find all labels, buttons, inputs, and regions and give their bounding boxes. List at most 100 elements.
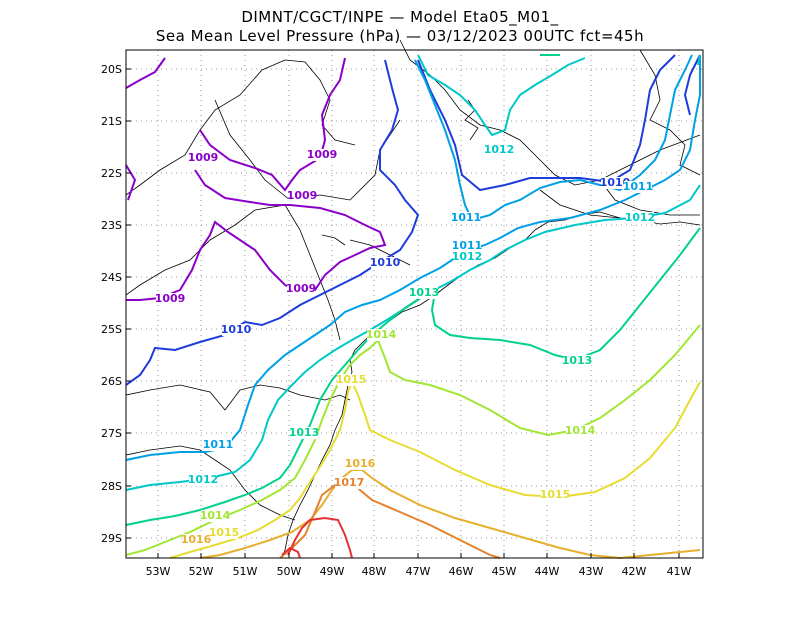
lon-tick-label: 46W: [449, 565, 474, 578]
isobar-1010: [417, 54, 676, 192]
isobar-label-bg: [210, 527, 238, 539]
isobar-label-bg: [337, 374, 365, 386]
isobar-label-1015: 1015: [209, 526, 240, 539]
isobar-label-1010: 1010: [600, 176, 631, 189]
map-title-line-1: DIMNT/CGCT/INPE — Model Eta05_M01_: [241, 8, 559, 26]
isobar-label-bg: [452, 212, 480, 224]
isobar-label-1011: 1011: [203, 438, 234, 451]
isobar-label-1014: 1014: [366, 328, 397, 341]
isobar-label-bg: [287, 283, 315, 295]
isobar-label-bg: [201, 510, 229, 522]
isobar-label-bg: [601, 177, 629, 189]
isobar-1009: [125, 57, 166, 89]
isobar-label-1010: 1010: [221, 323, 252, 336]
isobar-1010: [683, 54, 701, 116]
lon-tick-label: 52W: [189, 565, 214, 578]
isobar-1011: [414, 54, 693, 222]
lon-tick-label: 50W: [277, 565, 302, 578]
isobar-label-bg: [541, 489, 569, 501]
lat-tick-label: 26S: [101, 375, 122, 388]
isobar-1012: [697, 54, 701, 66]
isobar-label-bg: [290, 427, 318, 439]
isobar-label-bg: [335, 477, 363, 489]
lon-tick-label: 51W: [233, 565, 258, 578]
lon-tick-label: 53W: [146, 565, 171, 578]
lat-tick-label: 20S: [101, 63, 122, 76]
isobar-label-1014: 1014: [565, 424, 596, 437]
isobar-label-1015: 1015: [540, 488, 571, 501]
isobar-1015: [169, 379, 701, 559]
isobar-label-bg: [204, 439, 232, 451]
isobar-label-1013: 1013: [562, 354, 593, 367]
isobar-label-1012: 1012: [452, 250, 483, 263]
lat-tick-label: 22S: [101, 167, 122, 180]
isobar-label-bg: [453, 240, 481, 252]
isobar-label-bg: [410, 287, 438, 299]
isobar-1012: [125, 184, 701, 491]
isobar-label-bg: [371, 257, 399, 269]
isobar-label-1009: 1009: [287, 189, 318, 202]
isobar-label-bg: [182, 534, 210, 546]
isobar-label-1013: 1013: [289, 426, 320, 439]
isobar-1009: [199, 57, 346, 192]
isobar-label-1009: 1009: [188, 151, 219, 164]
lon-tick-label: 48W: [362, 565, 387, 578]
isobar-label-bg: [222, 324, 250, 336]
isobar-label-bg: [485, 144, 513, 156]
map-title-line-2: Sea Mean Level Pressure (hPa) — 03/12/20…: [155, 27, 645, 45]
map-frame: [125, 49, 704, 559]
lat-tick-label: 27S: [101, 427, 122, 440]
isobar-label-1011: 1011: [623, 180, 654, 193]
isobar-1010: [125, 59, 420, 386]
isobar-label-bg: [346, 458, 374, 470]
isobar-label-1017: 1017: [334, 476, 365, 489]
isobar-1018: [287, 516, 353, 559]
lat-tick-label: 28S: [101, 480, 122, 493]
lon-tick-label: 45W: [492, 565, 517, 578]
isobar-label-1012: 1012: [484, 143, 515, 156]
lon-tick-label: 41W: [667, 565, 692, 578]
isobar-label-1012: 1012: [188, 473, 219, 486]
axis-ticks: 53W 52W 51W 50W 49W 48W 47W 46W 45W 44W 43W 42W 41W 2…: [101, 63, 692, 578]
lon-tick-label: 42W: [622, 565, 647, 578]
isobar-label-1015: 1015: [336, 373, 367, 386]
isobar-1009: [125, 164, 137, 201]
isobar-label-1010: 1010: [370, 256, 401, 269]
isobar-1012: [417, 54, 586, 137]
lat-tick-label: 21S: [101, 115, 122, 128]
isobar-label-1012: 1012: [625, 211, 656, 224]
lat-tick-label: 29S: [101, 532, 122, 545]
isobar-label-bg: [156, 293, 184, 305]
isobar-label-1016: 1016: [181, 533, 212, 546]
isobar-label-bg: [566, 425, 594, 437]
lat-tick-label: 24S: [101, 271, 122, 284]
isobar-label-bg: [189, 474, 217, 486]
isobar-label-1016: 1016: [345, 457, 376, 470]
isobar-label-bg: [563, 355, 591, 367]
isobar-label-bg: [308, 149, 336, 161]
isobar-1011: [125, 55, 701, 461]
isobar-label-1009: 1009: [155, 292, 186, 305]
isobar-label-bg: [624, 181, 652, 193]
isobar-label-1011: 1011: [451, 211, 482, 224]
isobar-label-bg: [189, 152, 217, 164]
isobar-1009: [126, 169, 387, 301]
isobar-label-1013: 1013: [409, 286, 440, 299]
lon-tick-label: 44W: [535, 565, 560, 578]
lat-tick-label: 25S: [101, 323, 122, 336]
lat-tick-label: 23S: [101, 219, 122, 232]
isobar-1018-small: [281, 546, 301, 559]
lon-tick-label: 49W: [320, 565, 345, 578]
lon-tick-label: 43W: [579, 565, 604, 578]
isobar-label-1009: 1009: [307, 148, 338, 161]
isobar-label-bg: [626, 212, 654, 224]
isobar-label-bg: [288, 190, 316, 202]
isobar-1016: [199, 469, 701, 560]
isobar-label-bg: [453, 251, 481, 263]
isobar-label-1009: 1009: [286, 282, 317, 295]
isobar-label-bg: [367, 329, 395, 341]
isobar-label-1011: 1011: [452, 239, 483, 252]
lon-tick-label: 47W: [406, 565, 431, 578]
isobar-labels: 1009 100910091009100910101010101010111011…: [155, 143, 656, 546]
